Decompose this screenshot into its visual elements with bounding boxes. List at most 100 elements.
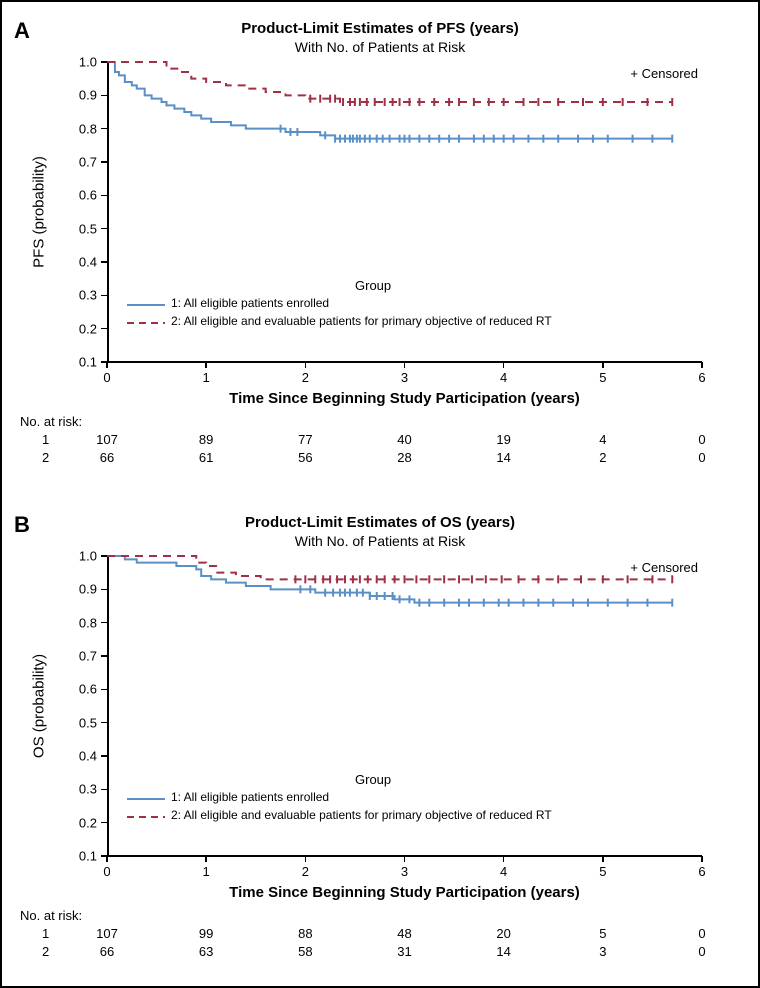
x-tick-label: 5 [588, 864, 618, 879]
risk-cell: 88 [285, 926, 325, 941]
y-axis-title: PFS (probability) [31, 156, 48, 268]
x-tick-label: 1 [191, 864, 221, 879]
risk-cell: 89 [186, 432, 226, 447]
legend-group-label: Group [333, 278, 413, 293]
x-axis-title: Time Since Beginning Study Participation… [107, 884, 702, 901]
risk-cell: 0 [682, 944, 722, 959]
legend-entry-2: 2: All eligible and evaluable patients f… [127, 808, 552, 822]
y-tick-label: 0.2 [57, 321, 97, 336]
legend-group-label: Group [333, 772, 413, 787]
risk-cell: 66 [87, 944, 127, 959]
panel-B: BProduct-Limit Estimates of OS (years)Wi… [2, 496, 758, 986]
x-tick [701, 362, 703, 368]
panel-title: Product-Limit Estimates of OS (years) [2, 514, 758, 533]
y-tick-label: 1.0 [57, 55, 97, 70]
legend-text: 1: All eligible patients enrolled [171, 790, 329, 804]
risk-cell: 48 [385, 926, 425, 941]
x-tick [305, 362, 307, 368]
x-tick [205, 856, 207, 862]
legend-entry-2: 2: All eligible and evaluable patients f… [127, 314, 552, 328]
chart-area: 0.10.20.30.40.50.60.70.80.91.00123456+ C… [107, 556, 702, 856]
x-tick [106, 856, 108, 862]
panel-A: AProduct-Limit Estimates of PFS (years)W… [2, 2, 758, 492]
y-tick-label: 0.4 [57, 255, 97, 270]
legend-swatch [127, 793, 165, 803]
risk-cell: 58 [285, 944, 325, 959]
x-tick [404, 362, 406, 368]
risk-cell: 56 [285, 450, 325, 465]
risk-row-label: 1 [42, 432, 49, 447]
y-tick-label: 0.7 [57, 649, 97, 664]
series-1-line [107, 62, 672, 139]
risk-cell: 2 [583, 450, 623, 465]
y-tick-label: 0.1 [57, 849, 97, 864]
risk-cell: 66 [87, 450, 127, 465]
y-tick-label: 0.5 [57, 715, 97, 730]
risk-cell: 0 [682, 432, 722, 447]
panel-title-block: Product-Limit Estimates of PFS (years)Wi… [2, 20, 758, 56]
x-tick-label: 3 [390, 370, 420, 385]
x-tick-label: 2 [290, 370, 320, 385]
y-tick-label: 0.4 [57, 749, 97, 764]
x-tick [503, 362, 505, 368]
panel-subtitle: With No. of Patients at Risk [2, 39, 758, 57]
x-tick-label: 4 [489, 864, 519, 879]
x-tick-label: 1 [191, 370, 221, 385]
y-tick-label: 1.0 [57, 549, 97, 564]
y-tick-label: 0.6 [57, 682, 97, 697]
x-tick [305, 856, 307, 862]
panel-subtitle: With No. of Patients at Risk [2, 533, 758, 551]
legend-text: 2: All eligible and evaluable patients f… [171, 314, 552, 328]
legend-text: 1: All eligible patients enrolled [171, 296, 329, 310]
x-tick [106, 362, 108, 368]
risk-cell: 4 [583, 432, 623, 447]
risk-cell: 61 [186, 450, 226, 465]
risk-row-label: 2 [42, 944, 49, 959]
risk-cell: 3 [583, 944, 623, 959]
x-tick-label: 0 [92, 370, 122, 385]
y-tick-label: 0.9 [57, 582, 97, 597]
page-root: AProduct-Limit Estimates of PFS (years)W… [0, 0, 760, 988]
x-tick-label: 5 [588, 370, 618, 385]
risk-cell: 31 [385, 944, 425, 959]
x-tick-label: 4 [489, 370, 519, 385]
x-tick-label: 6 [687, 864, 717, 879]
panel-title-block: Product-Limit Estimates of OS (years)Wit… [2, 514, 758, 550]
risk-cell: 20 [484, 926, 524, 941]
y-axis-title: OS (probability) [31, 654, 48, 758]
risk-cell: 0 [682, 926, 722, 941]
series-1-line [107, 556, 672, 603]
y-tick-label: 0.7 [57, 155, 97, 170]
x-tick [503, 856, 505, 862]
y-tick-label: 0.8 [57, 121, 97, 136]
risk-cell: 107 [87, 432, 127, 447]
x-axis-title: Time Since Beginning Study Participation… [107, 390, 702, 407]
y-tick-label: 0.1 [57, 355, 97, 370]
risk-table-header: No. at risk: [20, 908, 82, 923]
x-tick-label: 2 [290, 864, 320, 879]
x-tick [602, 856, 604, 862]
y-tick-label: 0.2 [57, 815, 97, 830]
x-tick [701, 856, 703, 862]
x-tick-label: 0 [92, 864, 122, 879]
y-tick-label: 0.6 [57, 188, 97, 203]
x-tick-label: 6 [687, 370, 717, 385]
risk-cell: 19 [484, 432, 524, 447]
risk-cell: 28 [385, 450, 425, 465]
legend-entry-1: 1: All eligible patients enrolled [127, 296, 329, 310]
risk-table-header: No. at risk: [20, 414, 82, 429]
y-tick-label: 0.3 [57, 288, 97, 303]
x-tick [404, 856, 406, 862]
series-2-line [107, 556, 672, 579]
x-tick [602, 362, 604, 368]
chart-area: 0.10.20.30.40.50.60.70.80.91.00123456+ C… [107, 62, 702, 362]
risk-cell: 5 [583, 926, 623, 941]
risk-cell: 14 [484, 944, 524, 959]
panel-title: Product-Limit Estimates of PFS (years) [2, 20, 758, 39]
y-tick-label: 0.8 [57, 615, 97, 630]
x-tick [205, 362, 207, 368]
x-tick-label: 3 [390, 864, 420, 879]
series-2-line [107, 62, 672, 102]
risk-row-label: 1 [42, 926, 49, 941]
risk-cell: 99 [186, 926, 226, 941]
